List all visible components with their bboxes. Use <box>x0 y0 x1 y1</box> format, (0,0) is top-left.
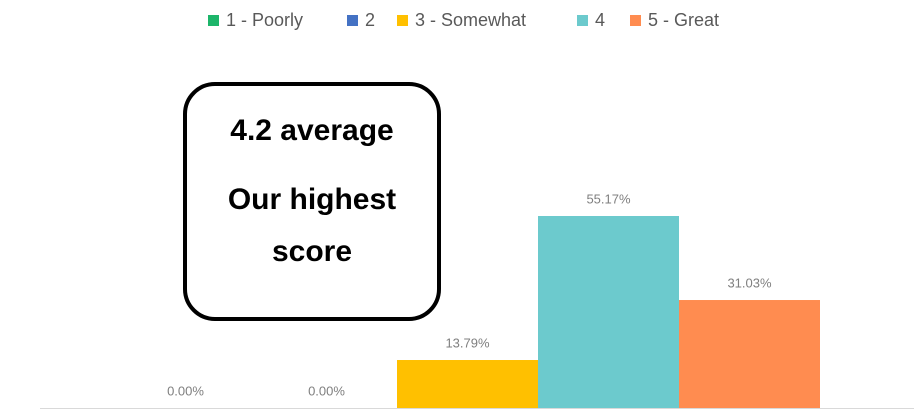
annotation: 4.2 average <box>230 114 394 147</box>
legend-label: 2 <box>365 10 375 30</box>
annotation-box: 4.2 average Our highest score <box>183 82 441 321</box>
legend-swatch <box>630 15 641 26</box>
legend-label: 3 - Somewhat <box>415 10 526 30</box>
legend-label: 5 - Great <box>648 10 719 30</box>
legend-swatch <box>208 15 219 26</box>
bar <box>397 360 538 408</box>
legend-swatch <box>347 15 358 26</box>
data-label: 55.17% <box>586 191 631 206</box>
legend-label: 4 <box>595 10 605 30</box>
bar <box>679 300 820 408</box>
data-label: 0.00% <box>308 383 345 398</box>
legend-label: 1 - Poorly <box>226 10 303 30</box>
data-label: 31.03% <box>727 275 772 290</box>
annotation: Our highest score <box>227 183 397 268</box>
legend-swatch <box>577 15 588 26</box>
bar <box>538 216 679 408</box>
legend-swatch <box>397 15 408 26</box>
data-label: 0.00% <box>167 383 204 398</box>
data-label: 13.79% <box>445 335 490 350</box>
